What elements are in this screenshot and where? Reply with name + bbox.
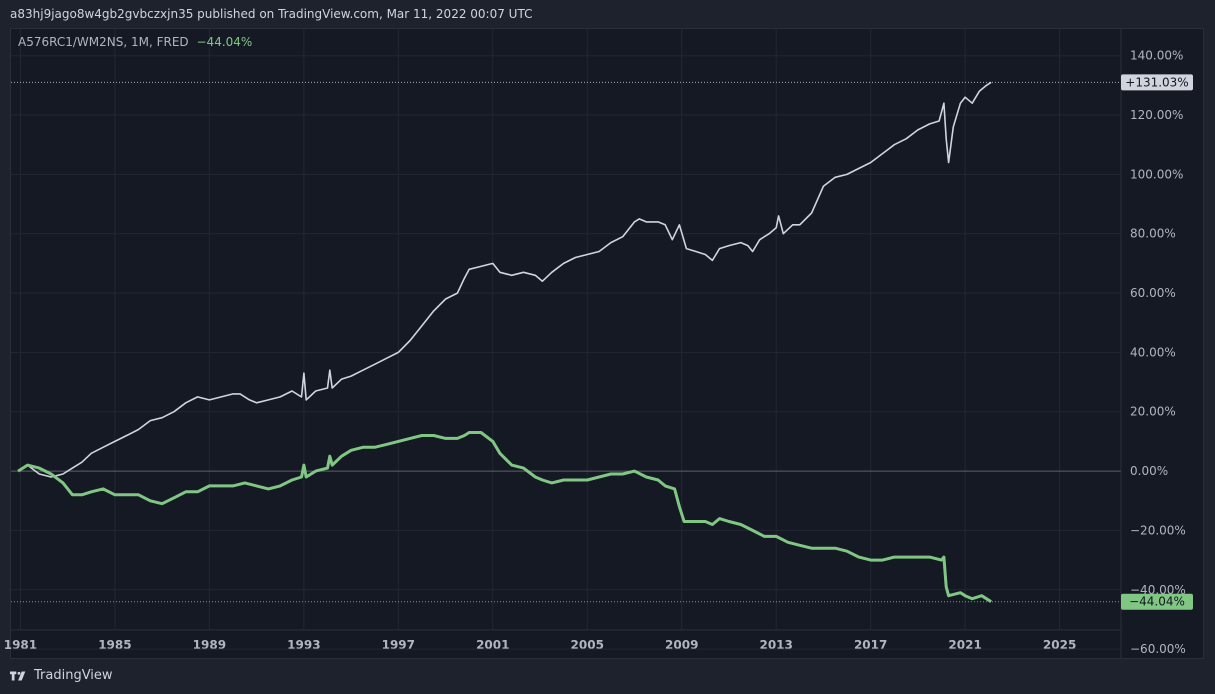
footer-brand[interactable]: TradingView: [34, 668, 113, 683]
y-tick-label: 20.00%: [1130, 405, 1176, 419]
last-value-label: −44.04%: [1129, 595, 1185, 609]
publish-bar: a83hj9jago8w4gb2gvbczxjn35 published on …: [0, 0, 1215, 28]
x-tick-label: 1993: [287, 638, 320, 652]
footer: TradingView: [10, 668, 113, 683]
white-series-line: [17, 81, 992, 478]
tradingview-logo-icon: [10, 671, 26, 680]
y-tick-label: −40.00%: [1130, 583, 1186, 597]
x-tick-label: 1981: [4, 638, 37, 652]
y-tick-label: −20.00%: [1130, 523, 1186, 537]
y-tick-label: 0.00%: [1130, 464, 1168, 478]
y-tick-label: 60.00%: [1130, 286, 1176, 300]
x-tick-label: 1989: [193, 638, 226, 652]
x-tick-label: 2001: [476, 638, 509, 652]
x-tick-label: 2025: [1043, 638, 1076, 652]
legend-change: −44.04%: [196, 35, 253, 49]
legend-symbol: A576RC1/WM2NS, 1M, FRED: [18, 35, 189, 49]
x-tick-label: 2005: [571, 638, 604, 652]
x-tick-label: 2021: [948, 638, 981, 652]
x-tick-label: 2013: [759, 638, 792, 652]
x-tick-label: 1985: [98, 638, 131, 652]
last-value-badge: [1121, 593, 1193, 610]
y-tick-label: 100.00%: [1130, 167, 1183, 181]
publish-text: a83hj9jago8w4gb2gvbczxjn35 published on …: [10, 7, 533, 21]
last-value-badge: [1121, 74, 1193, 91]
series-legend[interactable]: A576RC1/WM2NS, 1M, FRED −44.04%: [18, 35, 252, 49]
last-value-label: +131.03%: [1125, 75, 1188, 89]
y-tick-label: −60.00%: [1130, 642, 1186, 656]
y-tick-label: 80.00%: [1130, 227, 1176, 241]
x-tick-label: 2009: [665, 638, 698, 652]
x-tick-label: 2017: [854, 638, 887, 652]
x-tick-label: 1997: [382, 638, 415, 652]
green-series-line: [17, 431, 992, 603]
y-tick-label: 40.00%: [1130, 345, 1176, 359]
y-tick-label: 120.00%: [1130, 108, 1183, 122]
y-tick-label: 140.00%: [1130, 49, 1183, 63]
